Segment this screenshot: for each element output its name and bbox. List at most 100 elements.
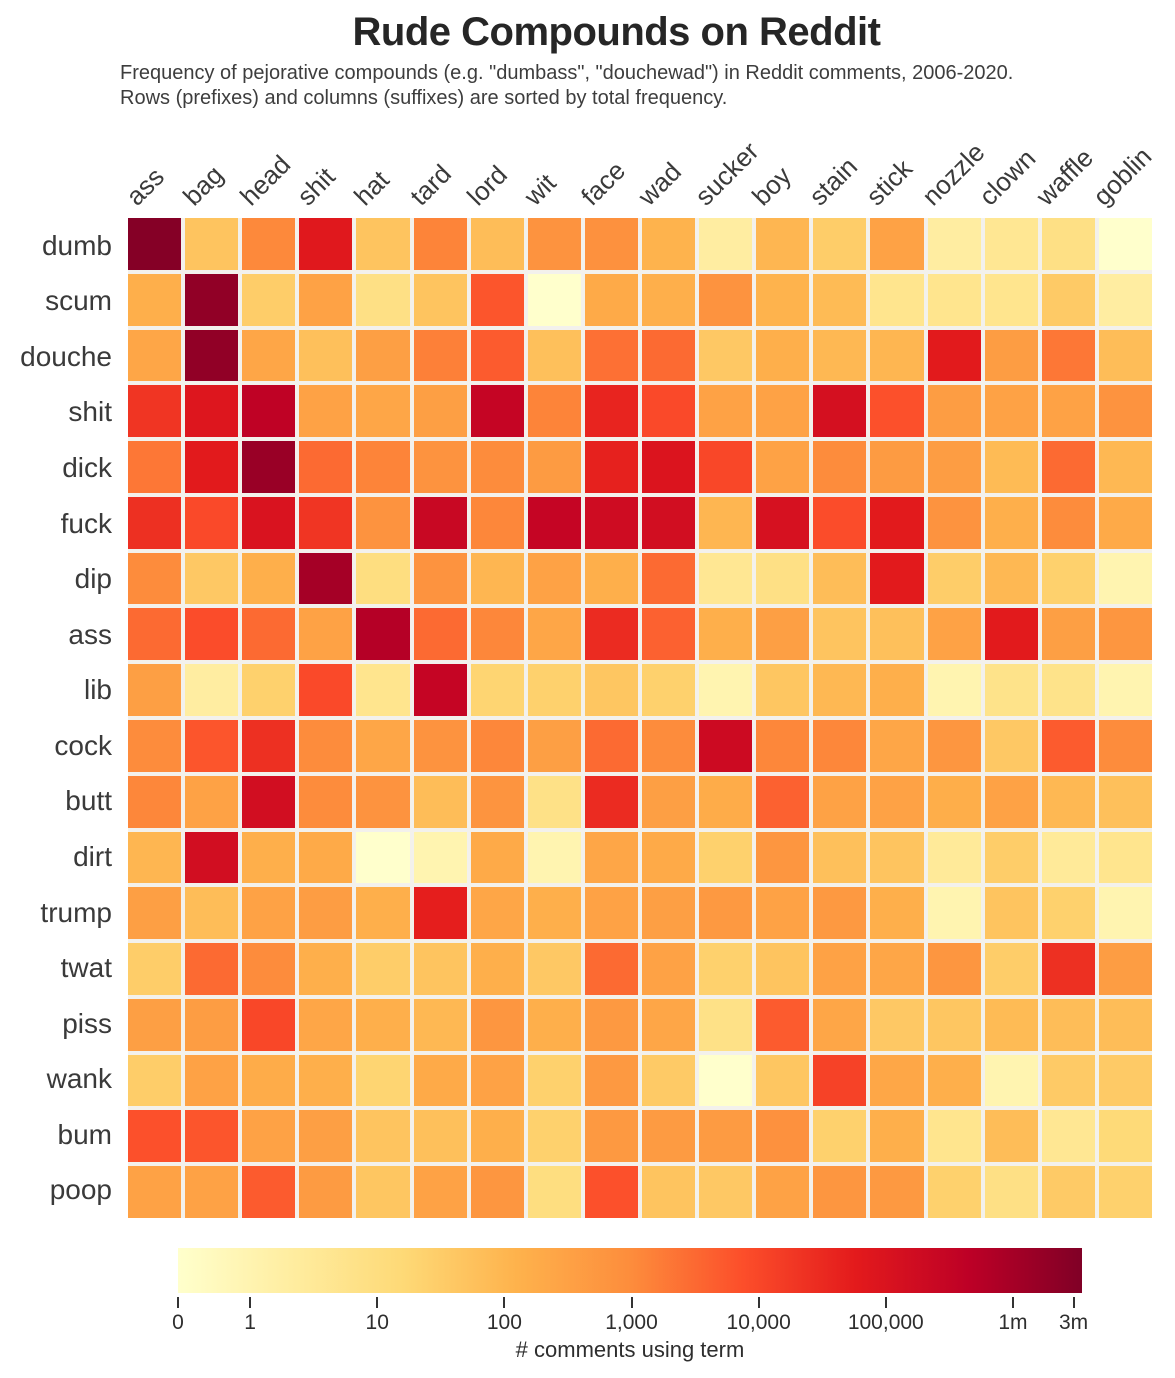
chart-subtitle: Frequency of pejorative compounds (e.g. …	[120, 61, 1013, 111]
heatmap-cell	[356, 998, 410, 1051]
heatmap-cell	[813, 496, 867, 549]
heatmap-cell	[242, 1054, 296, 1107]
heatmap-cell	[242, 887, 296, 940]
heatmap-cell	[413, 831, 467, 884]
heatmap-cell	[870, 552, 924, 605]
heatmap-cell	[699, 998, 753, 1051]
heatmap-cell	[584, 1166, 638, 1218]
heatmap-cell	[470, 1110, 524, 1163]
heatmap-cell	[984, 775, 1038, 828]
row-label: poop	[49, 1174, 112, 1206]
column-label: wad	[632, 156, 688, 212]
heatmap-cell	[870, 720, 924, 772]
heatmap-cell	[413, 998, 467, 1051]
heatmap-cell	[699, 218, 753, 270]
heatmap-cell	[699, 720, 753, 772]
heatmap-cell	[813, 218, 867, 270]
chart-subtitle-line1: Frequency of pejorative compounds (e.g. …	[120, 62, 1014, 84]
heatmap-cell	[413, 441, 467, 493]
heatmap-cell	[756, 943, 810, 995]
heatmap-cell	[128, 943, 182, 995]
heatmap-cell	[356, 1166, 410, 1218]
heatmap-cell	[527, 608, 581, 661]
heatmap-cell	[470, 329, 524, 382]
heatmap-cell	[128, 496, 182, 549]
heatmap-cell	[984, 496, 1038, 549]
heatmap-cell	[527, 887, 581, 940]
row-label: dirt	[73, 840, 112, 872]
heatmap-cell	[185, 664, 239, 716]
heatmap-cell	[356, 329, 410, 382]
heatmap-cell	[299, 664, 353, 716]
heatmap-cell	[299, 329, 353, 382]
heatmap-cell	[756, 1110, 810, 1163]
heatmap-cell	[1098, 664, 1152, 716]
row-label: dip	[74, 563, 112, 595]
heatmap-cell	[584, 329, 638, 382]
heatmap-cell	[641, 775, 696, 828]
colorbar-tick-label: 10	[365, 1311, 389, 1334]
heatmap-cell	[1098, 831, 1152, 884]
heatmap-cell	[813, 385, 867, 438]
heatmap-cell	[756, 273, 810, 326]
heatmap-cell	[242, 998, 296, 1051]
heatmap-cell	[984, 385, 1038, 438]
heatmap-cell	[813, 273, 867, 326]
heatmap-cell	[527, 441, 581, 493]
heatmap-cell	[641, 273, 696, 326]
heatmap-cell	[927, 887, 981, 940]
heatmap-cell	[699, 775, 753, 828]
colorbar-tick-mark	[376, 1297, 379, 1308]
colorbar-tick-mark	[884, 1297, 887, 1308]
heatmap-cell	[756, 608, 810, 661]
heatmap-cell	[984, 1166, 1038, 1218]
heatmap-cell	[813, 775, 867, 828]
heatmap-cell	[641, 552, 696, 605]
heatmap-cell	[870, 887, 924, 940]
heatmap-cell	[128, 441, 182, 493]
heatmap-cell	[641, 385, 696, 438]
heatmap-cell	[1098, 273, 1152, 326]
heatmap-cell	[299, 998, 353, 1051]
heatmap-cell	[185, 1166, 239, 1218]
heatmap-cell	[128, 720, 182, 772]
heatmap-cell	[1098, 552, 1152, 605]
heatmap-cell	[756, 552, 810, 605]
heatmap-cell	[356, 441, 410, 493]
heatmap-cell	[185, 998, 239, 1051]
heatmap-cell	[413, 273, 467, 326]
heatmap-cell	[870, 1166, 924, 1218]
heatmap-cell	[984, 831, 1038, 884]
heatmap-cell	[128, 664, 182, 716]
heatmap-cell	[699, 608, 753, 661]
heatmap-cell	[1098, 329, 1152, 382]
heatmap-cell	[527, 831, 581, 884]
heatmap-cell	[299, 496, 353, 549]
heatmap-cell	[1041, 775, 1095, 828]
heatmap-cell	[641, 1110, 696, 1163]
heatmap-cell	[1098, 1166, 1152, 1218]
heatmap-cell	[527, 943, 581, 995]
heatmap-cell	[299, 273, 353, 326]
heatmap-cell	[756, 831, 810, 884]
heatmap-cell	[1098, 887, 1152, 940]
heatmap-cell	[470, 273, 524, 326]
heatmap-cell	[641, 608, 696, 661]
heatmap-cell	[413, 496, 467, 549]
heatmap-cell	[584, 720, 638, 772]
heatmap-cell	[699, 552, 753, 605]
heatmap-cell	[128, 329, 182, 382]
heatmap-cell	[128, 608, 182, 661]
heatmap-cell	[699, 831, 753, 884]
heatmap-cell	[470, 887, 524, 940]
heatmap-cell	[413, 887, 467, 940]
row-label: ass	[68, 618, 112, 650]
heatmap-cell	[813, 552, 867, 605]
heatmap-cell	[813, 998, 867, 1051]
heatmap-cell	[470, 775, 524, 828]
heatmap-cell	[185, 720, 239, 772]
heatmap-cell	[185, 496, 239, 549]
heatmap-cell	[641, 943, 696, 995]
heatmap-cell	[185, 441, 239, 493]
heatmap-cell	[185, 831, 239, 884]
